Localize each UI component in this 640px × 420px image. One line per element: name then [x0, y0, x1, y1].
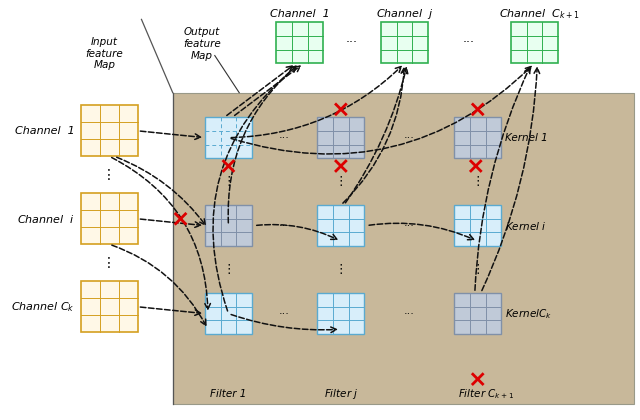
Text: ···: ···: [404, 133, 415, 143]
Text: ···: ···: [404, 309, 415, 319]
Text: Channel $C_k$: Channel $C_k$: [12, 300, 75, 314]
Bar: [454, 205, 501, 246]
Text: Output: Output: [184, 27, 220, 37]
Text: Channel  1: Channel 1: [15, 126, 75, 136]
Bar: [205, 205, 252, 246]
Bar: [511, 22, 558, 63]
Text: Kernel$C_k$: Kernel$C_k$: [505, 307, 552, 320]
Text: Map: Map: [93, 60, 115, 70]
Text: ⋮: ⋮: [335, 263, 347, 276]
Text: ···: ···: [279, 133, 290, 143]
Text: feature: feature: [86, 49, 123, 59]
Text: ···: ···: [279, 220, 290, 231]
Text: Map: Map: [191, 50, 213, 60]
Bar: [454, 117, 501, 158]
Text: ···: ···: [279, 309, 290, 319]
Bar: [276, 22, 323, 63]
Bar: [454, 293, 501, 334]
Text: Channel  $j$: Channel $j$: [376, 8, 433, 21]
Text: feature: feature: [183, 39, 221, 49]
Bar: [81, 105, 138, 156]
Bar: [205, 117, 252, 158]
Text: Filter $C_{k+1}$: Filter $C_{k+1}$: [458, 387, 514, 401]
Text: ···: ···: [346, 37, 358, 49]
Bar: [81, 193, 138, 244]
Text: Kernel 1: Kernel 1: [505, 133, 548, 143]
Text: ⋮: ⋮: [472, 263, 484, 276]
Bar: [381, 22, 428, 63]
Bar: [317, 117, 364, 158]
Text: Channel  $i$: Channel $i$: [17, 213, 75, 225]
Text: ⋮: ⋮: [222, 175, 235, 188]
Text: ⋮: ⋮: [102, 168, 116, 182]
Text: Input: Input: [91, 37, 118, 47]
Bar: [173, 93, 634, 404]
Text: Channel  1: Channel 1: [270, 10, 330, 19]
Text: Channel  $C_{k+1}$: Channel $C_{k+1}$: [499, 8, 580, 21]
Text: ⋮: ⋮: [222, 263, 235, 276]
Bar: [317, 205, 364, 246]
Text: ⋮: ⋮: [472, 175, 484, 188]
Text: ⋮: ⋮: [335, 175, 347, 188]
Text: Filter 1: Filter 1: [211, 389, 246, 399]
Bar: [317, 293, 364, 334]
Bar: [81, 281, 138, 332]
Text: Kernel $i$: Kernel $i$: [505, 220, 547, 232]
Text: ···: ···: [463, 37, 475, 49]
Text: ···: ···: [404, 220, 415, 231]
Text: ⋮: ⋮: [102, 256, 116, 270]
Text: Filter $j$: Filter $j$: [324, 387, 358, 401]
Bar: [205, 293, 252, 334]
